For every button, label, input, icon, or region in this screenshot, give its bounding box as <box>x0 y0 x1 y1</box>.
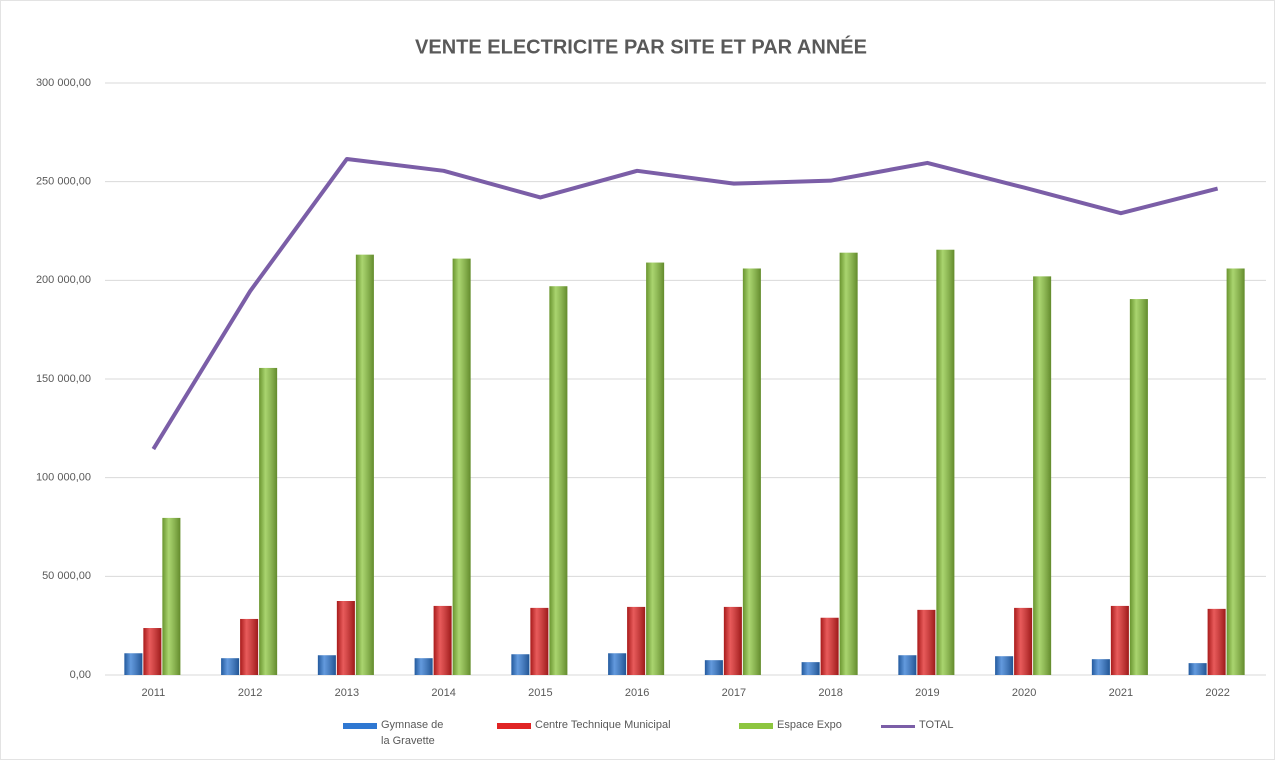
legend: Gymnase de la Gravette Centre Technique M… <box>1 719 1274 759</box>
y-tick-label: 100 000,00 <box>36 472 91 484</box>
legend-item: Centre Technique Municipal <box>497 719 671 731</box>
bar-shade <box>1014 607 1033 675</box>
x-tick-label: 2022 <box>1205 687 1229 699</box>
x-tick-label: 2013 <box>335 687 359 699</box>
legend-swatch <box>497 723 531 729</box>
legend-label: Espace Expo <box>777 719 842 731</box>
bar-shade <box>1033 276 1052 675</box>
line <box>151 156 1219 451</box>
bar-shade <box>742 268 761 675</box>
chart: VENTE ELECTRICITE PAR SITE ET PAR ANNÉE … <box>36 35 1266 699</box>
bar-shade <box>336 601 355 675</box>
bar-shade <box>221 658 240 675</box>
y-tick-label: 0,00 <box>70 669 91 681</box>
y-tick-label: 250 000,00 <box>36 176 91 188</box>
bar-shade <box>936 249 955 675</box>
bar-shade <box>839 252 858 675</box>
bar-shade <box>898 655 917 675</box>
y-tick-label: 200 000,00 <box>36 274 91 286</box>
legend-label: TOTAL <box>919 719 954 731</box>
bar-shade <box>995 656 1014 675</box>
bar-shade <box>820 617 839 675</box>
legend-swatch <box>739 723 773 729</box>
bar-shade <box>355 254 374 675</box>
x-tick-label: 2016 <box>625 687 649 699</box>
legend-item: Gymnase de la Gravette <box>343 719 451 749</box>
bar-shade <box>1091 659 1110 675</box>
bar-shade <box>240 618 259 675</box>
chart-title: VENTE ELECTRICITE PAR SITE ET PAR ANNÉE <box>415 35 867 58</box>
x-tick-label: 2018 <box>818 687 842 699</box>
bar-shade <box>723 606 742 675</box>
legend-item: Espace Expo <box>739 719 842 731</box>
bar-shade <box>414 658 433 675</box>
bar-shade <box>124 653 143 675</box>
legend-swatch <box>343 723 377 729</box>
x-tick-label: 2017 <box>722 687 746 699</box>
x-tick-label: 2020 <box>1012 687 1036 699</box>
bar-shade <box>627 606 646 675</box>
bar-shade <box>259 367 278 675</box>
bar-shade <box>549 286 568 675</box>
bar-shade <box>646 262 665 675</box>
bar-shade <box>1226 268 1245 675</box>
bar-shade <box>801 662 820 675</box>
bar-shade <box>1110 605 1129 675</box>
x-tick-label: 2021 <box>1109 687 1133 699</box>
bar-shade <box>1207 608 1226 675</box>
y-tick-label: 50 000,00 <box>42 570 91 582</box>
legend-swatch <box>881 725 915 728</box>
y-tick-label: 150 000,00 <box>36 373 91 385</box>
legend-label: Centre Technique Municipal <box>535 719 671 731</box>
x-tick-label: 2014 <box>431 687 455 699</box>
x-tick-label: 2011 <box>142 687 166 699</box>
bar-shade <box>143 628 162 675</box>
bar-shade <box>608 653 627 675</box>
bar-shade <box>704 660 723 675</box>
legend-item: TOTAL <box>881 719 953 731</box>
bar-shade <box>317 655 336 675</box>
bar-shade <box>162 517 181 675</box>
x-tick-label: 2012 <box>238 687 262 699</box>
bar-shade <box>452 258 471 675</box>
x-tick-label: 2019 <box>915 687 939 699</box>
bar-shade <box>1188 663 1207 675</box>
legend-label: Gymnase de la Gravette <box>381 719 444 747</box>
bar-shade <box>1129 299 1148 675</box>
bar-shade <box>917 609 936 675</box>
bar-shade <box>530 607 549 675</box>
x-tick-label: 2015 <box>528 687 552 699</box>
y-tick-label: 300 000,00 <box>36 77 91 89</box>
bar-shade <box>433 605 452 675</box>
bar-shade <box>511 654 530 675</box>
